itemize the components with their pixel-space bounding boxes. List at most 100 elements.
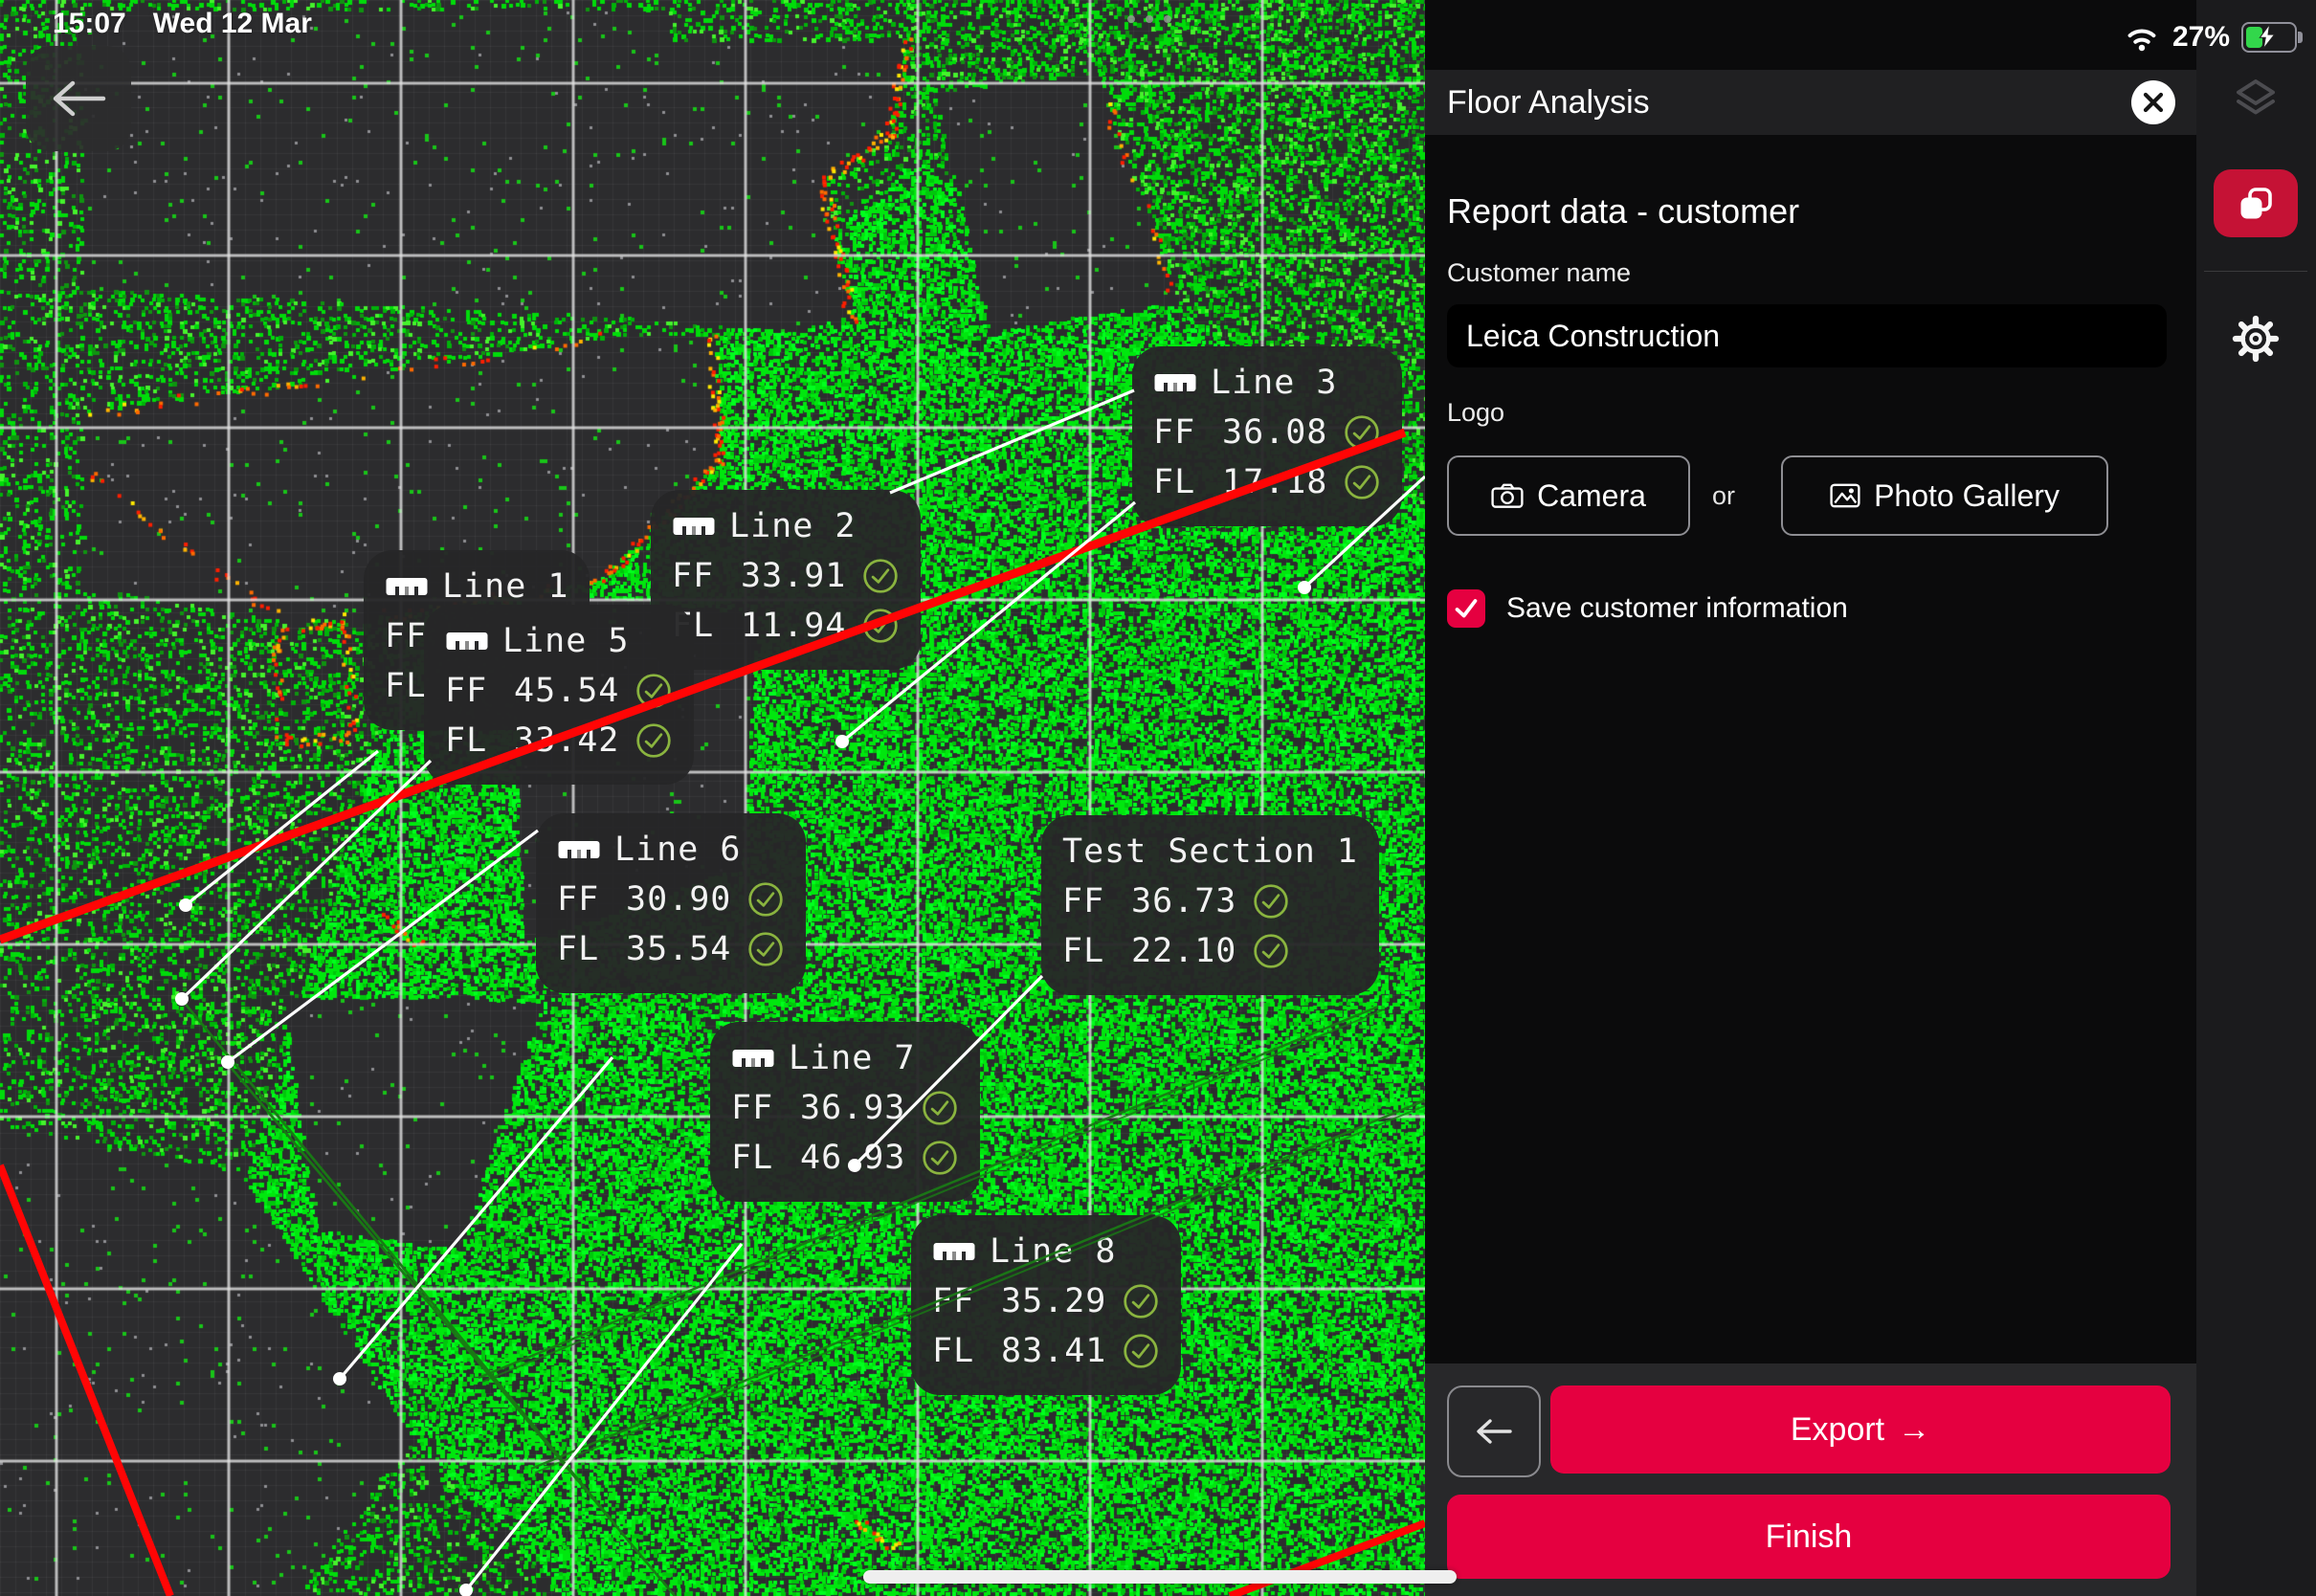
status-bar-left: 15:07 Wed 12 Mar xyxy=(53,8,312,40)
measurement-key: FL xyxy=(385,667,428,705)
ruler-icon xyxy=(386,578,428,595)
ruler-icon xyxy=(1154,374,1196,391)
ruler-icon xyxy=(933,1243,975,1260)
battery-nub xyxy=(2298,32,2304,43)
measurement-line xyxy=(853,974,1044,1167)
measurement-endpoint[interactable] xyxy=(333,1372,346,1385)
home-indicator[interactable] xyxy=(863,1570,1457,1584)
callout-title: Line 5 xyxy=(502,622,630,660)
measurement-endpoint[interactable] xyxy=(179,898,192,912)
measurement-check-icon xyxy=(863,559,899,593)
camera-button-label: Camera xyxy=(1537,477,1646,513)
photo-gallery-button[interactable]: Photo Gallery xyxy=(1781,455,2108,536)
measurement-value: 30.90 xyxy=(626,880,732,919)
measurement-endpoint[interactable] xyxy=(221,1055,234,1069)
measurement-callout-line-6[interactable]: Line 6 FF 30.90 FL 35.54 xyxy=(536,813,807,993)
back-arrow-icon xyxy=(1477,1419,1512,1444)
callout-title: Line 6 xyxy=(614,831,742,869)
photo-gallery-button-label: Photo Gallery xyxy=(1874,477,2060,513)
measurement-callout-test-section-1[interactable]: Test Section 1 FF 36.73 FL 22.10 xyxy=(1041,815,1380,995)
footer-back-button[interactable] xyxy=(1447,1385,1541,1477)
measurement-endpoint[interactable] xyxy=(835,735,849,748)
ruler-icon xyxy=(732,1050,774,1067)
logo-label: Logo xyxy=(1447,398,1505,427)
red-alignment-line xyxy=(1228,1519,1425,1596)
red-alignment-line xyxy=(0,1164,174,1596)
measurement-check-icon xyxy=(923,1091,958,1125)
measurement-endpoint[interactable] xyxy=(459,1584,473,1596)
ruler-icon xyxy=(673,518,715,535)
charging-bolt-icon xyxy=(2259,23,2276,50)
ruler-icon xyxy=(446,632,488,650)
save-customer-row: Save customer information xyxy=(1447,589,1848,628)
measurement-key: FF xyxy=(731,1089,774,1127)
callout-title: Line 3 xyxy=(1211,364,1338,402)
red-alignment-line xyxy=(0,428,1407,944)
wifi-icon xyxy=(2127,29,2156,52)
layers-icon xyxy=(2237,79,2275,115)
measurement-key: FL xyxy=(445,721,488,760)
measurement-value: 33.42 xyxy=(514,721,620,760)
measurement-key: FF xyxy=(672,557,715,595)
checkmark-icon xyxy=(1455,599,1478,618)
measurement-key: FL xyxy=(932,1332,975,1370)
camera-button[interactable]: Camera xyxy=(1447,455,1690,536)
point-cloud-viewport[interactable]: Line 1 FF FL Line 5 FF 45.54 FL 33.42 Line 2 FF 33… xyxy=(0,0,1425,1596)
gear-icon xyxy=(2232,315,2280,363)
floor-analysis-icon xyxy=(2240,187,2272,218)
measurement-key: FF xyxy=(445,672,488,710)
close-icon xyxy=(2143,92,2164,113)
toolbar-divider xyxy=(2204,271,2307,272)
measurement-value: 83.41 xyxy=(1001,1332,1107,1370)
point-cloud-canvas[interactable] xyxy=(0,0,1425,1596)
section-boundary-line xyxy=(478,1005,1379,1380)
measurement-key: FL xyxy=(731,1139,774,1177)
export-button[interactable]: Export → xyxy=(1550,1385,2171,1474)
callout-title: Line 8 xyxy=(990,1232,1117,1271)
callout-title: Line 1 xyxy=(442,567,569,606)
layers-button[interactable] xyxy=(2229,75,2283,128)
measurement-callout-line-5[interactable]: Line 5 FF 45.54 FL 33.42 xyxy=(424,605,695,785)
side-toolbar xyxy=(2196,0,2316,1596)
close-button[interactable] xyxy=(2131,80,2175,124)
measurement-callout-line-8[interactable]: Line 8 FF 35.29 FL 83.41 xyxy=(911,1215,1182,1395)
measurement-value: 35.29 xyxy=(1001,1282,1107,1320)
measurement-value: 45.54 xyxy=(514,672,620,710)
save-customer-checkbox[interactable] xyxy=(1447,589,1485,628)
measurement-callout-line-7[interactable]: Line 7 FF 36.93 FL 46.93 xyxy=(710,1022,981,1202)
clock: 15:07 xyxy=(53,8,126,39)
measurement-endpoint[interactable] xyxy=(175,992,189,1006)
callout-title: Line 7 xyxy=(789,1039,916,1077)
section-heading: Report data - customer xyxy=(1447,191,1800,231)
measurement-value: 36.93 xyxy=(800,1089,906,1127)
measurement-check-icon xyxy=(636,723,672,758)
save-customer-label: Save customer information xyxy=(1506,592,1848,624)
section-boundary-line xyxy=(534,1104,1425,1474)
measurement-key: FF xyxy=(1062,882,1105,920)
back-button[interactable] xyxy=(26,46,131,151)
multitasking-dots-icon[interactable] xyxy=(1127,15,1171,23)
measurement-check-icon xyxy=(748,932,784,966)
measurement-check-icon xyxy=(923,1141,958,1175)
back-arrow-icon xyxy=(53,80,106,117)
customer-name-input[interactable] xyxy=(1447,304,2167,367)
measurement-check-icon xyxy=(1124,1334,1159,1368)
settings-button[interactable] xyxy=(2229,312,2283,366)
panel-footer: Export → Finish xyxy=(1425,1363,2196,1596)
floor-analysis-panel: Floor Analysis Report data - customer Cu… xyxy=(1425,0,2196,1596)
measurement-endpoint[interactable] xyxy=(1298,581,1311,594)
measurement-value: 36.08 xyxy=(1222,413,1328,452)
finish-button[interactable]: Finish xyxy=(1447,1495,2171,1579)
measurement-key: FF xyxy=(1153,413,1196,452)
photo-gallery-icon xyxy=(1830,483,1860,508)
callout-title: Line 2 xyxy=(729,507,857,545)
panel-title: Floor Analysis xyxy=(1447,83,1650,121)
measurement-check-icon xyxy=(1254,934,1289,968)
floor-analysis-tool-button[interactable] xyxy=(2214,169,2298,237)
measurement-endpoint[interactable] xyxy=(848,1159,861,1172)
measurement-value: 33.91 xyxy=(741,557,847,595)
section-boundary-line xyxy=(231,1067,677,1596)
battery-percent: 27% xyxy=(2172,21,2231,53)
